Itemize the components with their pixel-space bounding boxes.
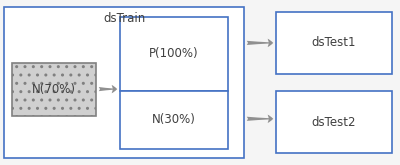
FancyBboxPatch shape: [4, 7, 244, 158]
Text: dsTest1: dsTest1: [312, 36, 356, 49]
FancyBboxPatch shape: [276, 91, 392, 153]
FancyBboxPatch shape: [120, 16, 228, 91]
Text: N(30%): N(30%): [152, 113, 196, 126]
Text: dsTrain: dsTrain: [103, 12, 145, 25]
Text: P(100%): P(100%): [149, 47, 199, 60]
FancyBboxPatch shape: [12, 63, 96, 116]
Text: dsTest2: dsTest2: [312, 116, 356, 129]
Text: N(70%): N(70%): [32, 83, 76, 96]
FancyBboxPatch shape: [276, 12, 392, 74]
FancyBboxPatch shape: [120, 91, 228, 148]
